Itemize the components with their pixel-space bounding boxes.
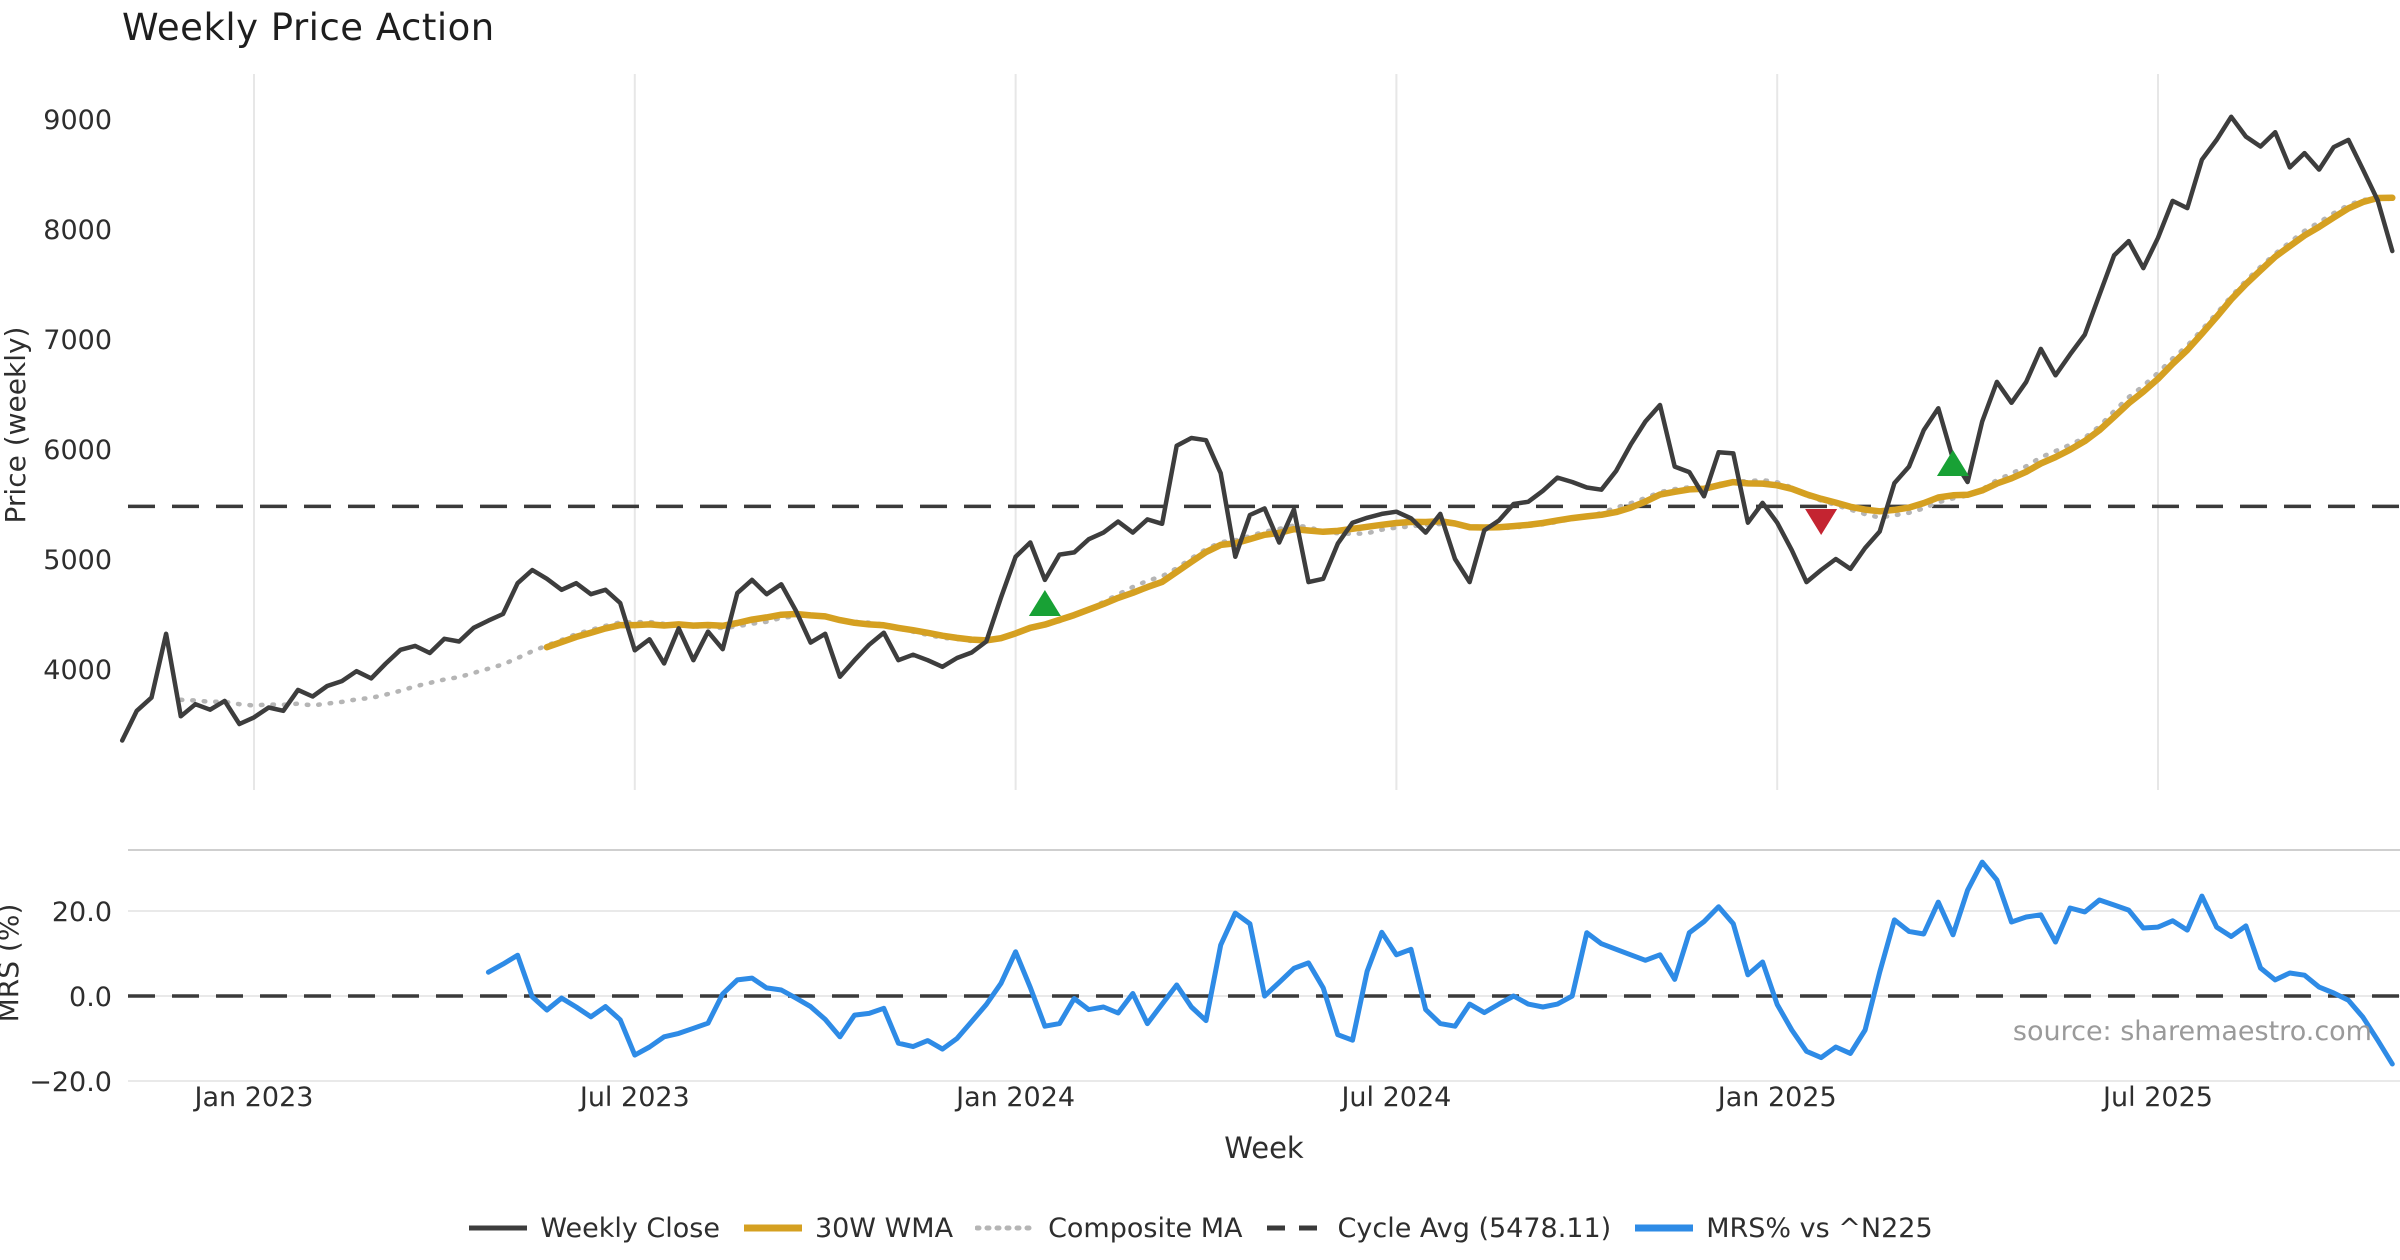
price-axis-tick: 4000: [43, 655, 112, 686]
date-axis-tick: Jul 2023: [578, 1082, 690, 1113]
legend-swatch-30w-wma: [743, 1224, 802, 1232]
legend-swatch-composite-ma: [975, 1225, 1038, 1231]
buy-signal-marker: [1028, 590, 1061, 616]
wma-30w-line: [543, 194, 2396, 651]
legend-item-30w-wma: 30W WMA: [742, 1213, 953, 1244]
mrs-line: [485, 859, 2395, 1067]
legend-item-cycle-avg-5478-11: Cycle Avg (5478.11): [1265, 1212, 1612, 1244]
legend-swatch-weekly-close: [469, 1225, 528, 1231]
source-credit: source: sharemaestro.com: [2012, 1016, 2372, 1047]
mrs-axis-tick: 20.0: [52, 897, 112, 928]
legend-item-mrs-vs-n225: MRS% vs ^N225: [1633, 1212, 1933, 1244]
mrs-axis-tick: 0.0: [69, 982, 112, 1013]
date-axis-tick: Jan 2024: [954, 1082, 1075, 1113]
week-axis-label: Week: [1224, 1131, 1304, 1165]
weekly-close-line: [119, 114, 2395, 743]
date-axis-tick: Jan 2025: [1716, 1082, 1837, 1113]
date-axis-tick: Jan 2023: [193, 1082, 314, 1113]
chart-legend: Weekly Close 30W WMA Composite MA Cycle Avg…: [0, 1204, 2400, 1252]
chart-title: Weekly Price Action: [122, 6, 495, 49]
sell-signal-marker: [1805, 509, 1838, 536]
legend-swatch-cycle-avg-5478-11: [1266, 1225, 1325, 1231]
legend-label-composite-ma: Composite MA: [1048, 1212, 1243, 1244]
buy-signal-marker: [1936, 449, 1969, 476]
legend-label-30w-wma: 30W WMA: [814, 1212, 954, 1244]
price-axis-tick: 9000: [43, 105, 112, 136]
price-axis-tick: 5000: [43, 545, 112, 576]
legend-label-mrs-vs-n225: MRS% vs ^N225: [1706, 1212, 1933, 1244]
price-axis-tick: 6000: [43, 435, 112, 466]
price-axis-tick: 7000: [43, 325, 112, 356]
date-axis-tick: Jul 2025: [2101, 1082, 2213, 1113]
legend-label-weekly-close: Weekly Close: [540, 1212, 720, 1244]
legend-swatch-mrs-vs-n225: [1635, 1224, 1694, 1232]
legend-item-weekly-close: Weekly Close: [467, 1213, 720, 1244]
mrs-axis-tick: −20.0: [29, 1067, 112, 1098]
date-axis-tick: Jul 2024: [1339, 1082, 1451, 1113]
legend-item-composite-ma: Composite MA: [975, 1212, 1243, 1244]
legend-label-cycle-avg-5478-11: Cycle Avg (5478.11): [1337, 1212, 1612, 1244]
price-axis-label: Price (weekly): [0, 327, 32, 524]
mrs-axis-label: MRS (%): [0, 904, 25, 1023]
price-axis-tick: 8000: [43, 215, 112, 246]
